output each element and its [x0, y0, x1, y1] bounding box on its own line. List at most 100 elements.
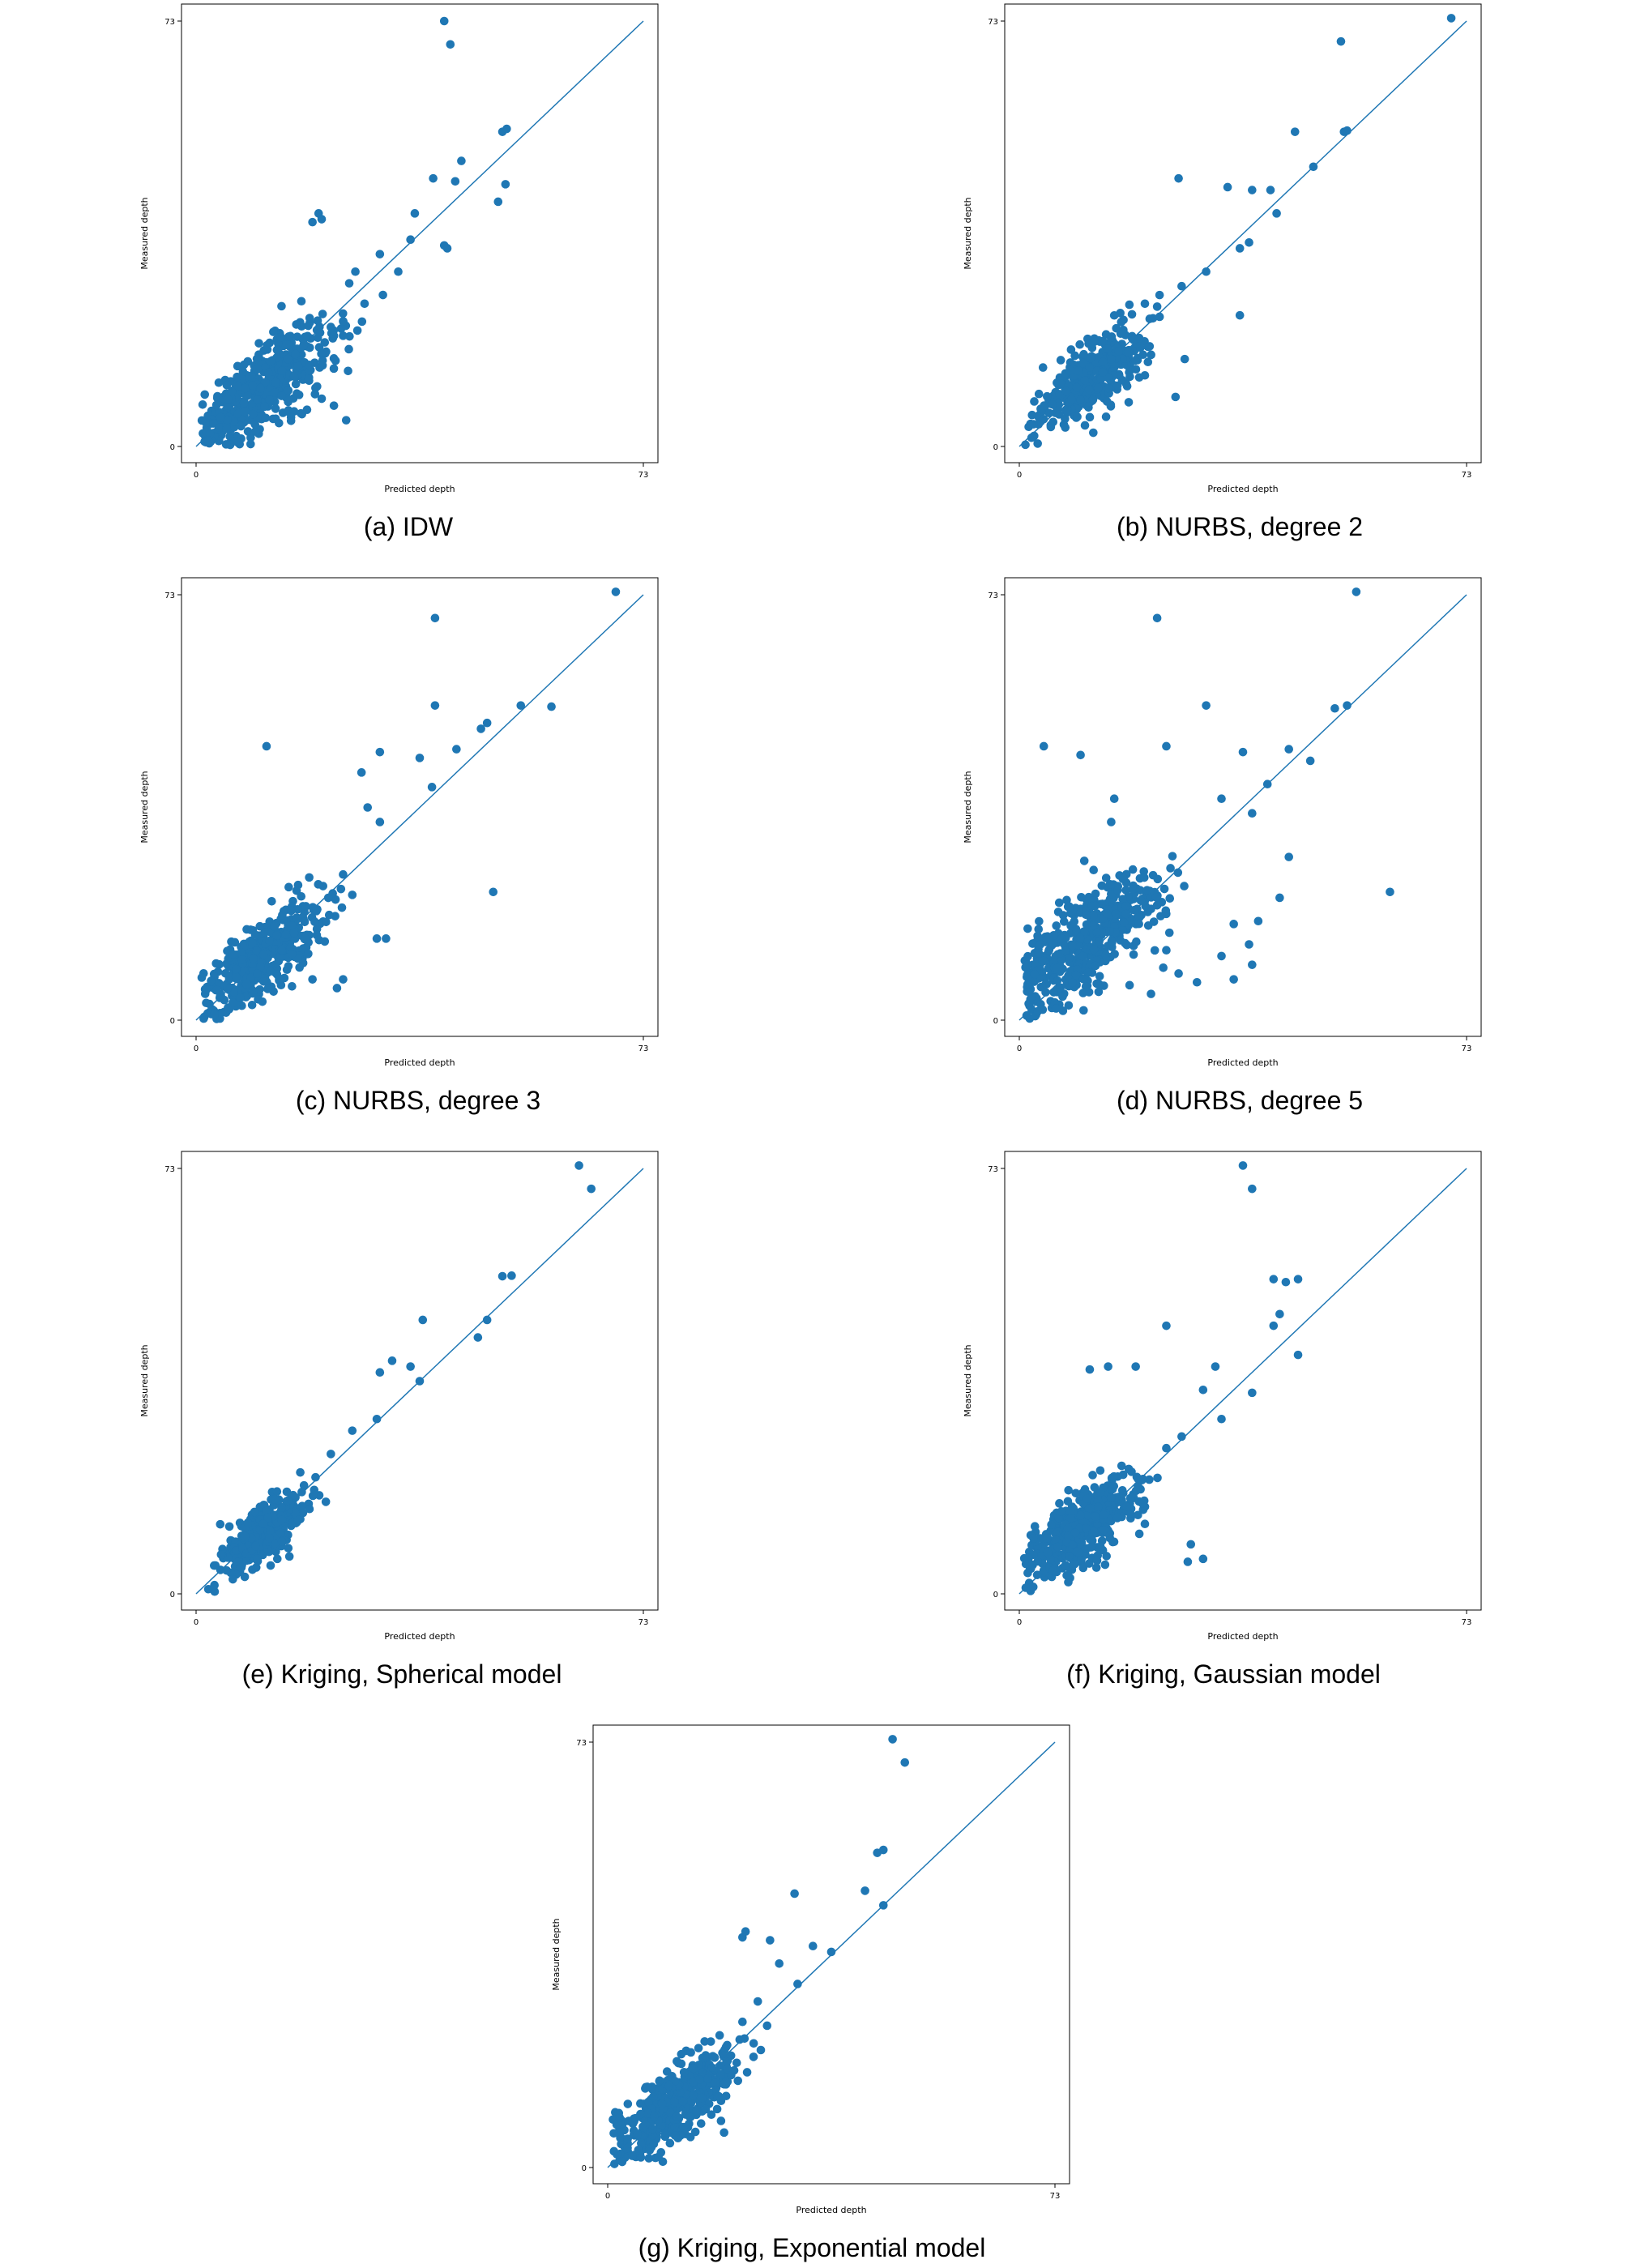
- scatter-point: [1161, 906, 1171, 916]
- scatter-point: [1027, 1560, 1037, 1570]
- scatter-point: [1063, 1531, 1073, 1540]
- scatter-point: [655, 2076, 664, 2086]
- scatter-point: [256, 383, 265, 393]
- scatter-point: [1095, 980, 1104, 989]
- scatter-point: [263, 985, 272, 993]
- scatter-point: [272, 345, 282, 355]
- chart-panel-c: 0 73 0 73 Predicted depth Measured depth: [125, 574, 676, 1076]
- scatter-point: [1059, 917, 1069, 926]
- scatter-point: [430, 701, 440, 710]
- scatter-point: [1248, 186, 1257, 194]
- scatter-point: [1136, 896, 1146, 905]
- scatter-point: [1309, 162, 1318, 172]
- scatter-point: [1036, 940, 1045, 949]
- scatter-point: [331, 356, 340, 365]
- scatter-point: [336, 884, 346, 894]
- scatter-point: [1130, 356, 1140, 365]
- scatter-point: [297, 1488, 306, 1497]
- scatter-point: [1272, 209, 1281, 218]
- scatter-point: [318, 361, 327, 370]
- x-tick-label: 73: [1462, 1618, 1472, 1627]
- scatter-point: [1275, 893, 1284, 903]
- chart-panel-a: 0 73 0 73 Predicted depth Measured depth: [125, 0, 676, 502]
- scatter-point: [270, 1494, 280, 1504]
- scatter-point: [1079, 856, 1089, 865]
- scatter-point: [357, 317, 367, 327]
- scatter-point: [221, 440, 231, 449]
- scatter-point: [372, 1414, 382, 1424]
- scatter-point: [277, 1515, 287, 1525]
- scatter-point: [660, 2129, 670, 2139]
- scatter-point: [1245, 940, 1253, 949]
- scatter-point: [1138, 1498, 1147, 1508]
- scatter-point: [1074, 366, 1083, 375]
- scatter-point: [1040, 956, 1048, 966]
- scatter-point: [317, 215, 327, 224]
- scatter-point: [476, 724, 485, 733]
- scatter-point: [1107, 818, 1116, 826]
- scatter-point: [715, 2031, 724, 2040]
- chart-panel-g: 0 73 0 73 Predicted depth Measured depth: [536, 1721, 1087, 2223]
- scatter-point: [1034, 389, 1044, 399]
- scatter-point: [1065, 1552, 1074, 1561]
- scatter-point: [1095, 937, 1104, 946]
- scatter-point: [1092, 1556, 1102, 1565]
- scatter-point: [1078, 358, 1087, 368]
- caption-f: (f) Kriging, Gaussian model: [1066, 1659, 1381, 1689]
- scatter-point: [289, 372, 299, 381]
- scatter-point: [1152, 613, 1162, 623]
- scatter-point: [222, 1565, 232, 1575]
- scatter-point: [1198, 1385, 1208, 1395]
- scatter-point: [1168, 852, 1177, 861]
- scatter-point: [1099, 336, 1108, 346]
- scatter-point: [1134, 913, 1144, 922]
- scatter-point: [284, 340, 293, 349]
- scatter-point: [1094, 987, 1104, 997]
- scatter-point: [406, 235, 415, 244]
- scatter-point: [1042, 1534, 1052, 1544]
- scatter-point: [1101, 412, 1111, 421]
- scatter-point: [348, 891, 357, 899]
- scatter-point: [1024, 1553, 1033, 1562]
- scatter-point: [255, 985, 264, 994]
- scatter-point: [1070, 1528, 1080, 1538]
- scatter-point: [647, 2125, 657, 2133]
- scatter-point: [262, 741, 271, 751]
- scatter-point: [726, 2051, 736, 2061]
- scatter-point: [1056, 356, 1065, 365]
- scatter-point: [1248, 1388, 1257, 1398]
- scatter-point: [265, 936, 274, 946]
- scatter-point: [1223, 182, 1232, 192]
- scatter-point: [239, 398, 249, 408]
- scatter-point: [1099, 1525, 1108, 1535]
- scatter-point: [1177, 281, 1186, 291]
- scatter-point: [1076, 395, 1085, 404]
- chart-b: 0 73 0 73 Predicted depth Measured depth: [963, 3, 1482, 494]
- y-axis-label: Measured depth: [139, 1344, 150, 1416]
- scatter-point: [1087, 1543, 1095, 1552]
- scatter-point: [1145, 314, 1155, 323]
- scatter-point: [209, 419, 219, 428]
- scatter-point: [271, 404, 280, 413]
- scatter-point: [339, 331, 348, 340]
- scatter-point: [1051, 1535, 1060, 1544]
- scatter-point: [284, 1552, 294, 1561]
- scatter-point: [587, 1184, 596, 1194]
- scatter-point: [643, 2082, 652, 2091]
- scatter-point: [254, 339, 263, 348]
- scatter-point: [1048, 399, 1057, 409]
- scatter-point: [627, 2151, 637, 2160]
- scatter-point: [636, 2099, 645, 2108]
- scatter-point: [1162, 1321, 1171, 1330]
- scatter-point: [1284, 745, 1294, 754]
- scatter-point: [1132, 937, 1141, 946]
- scatter-point: [670, 2076, 680, 2086]
- y-tick-label: 73: [988, 1165, 998, 1174]
- scatter-point: [1028, 1582, 1038, 1591]
- scatter-point: [245, 371, 254, 381]
- scatter-point: [1229, 975, 1238, 984]
- scatter-point: [1096, 1487, 1105, 1497]
- scatter-point: [1075, 340, 1084, 349]
- scatter-point: [756, 2045, 766, 2055]
- scatter-point: [716, 2116, 726, 2125]
